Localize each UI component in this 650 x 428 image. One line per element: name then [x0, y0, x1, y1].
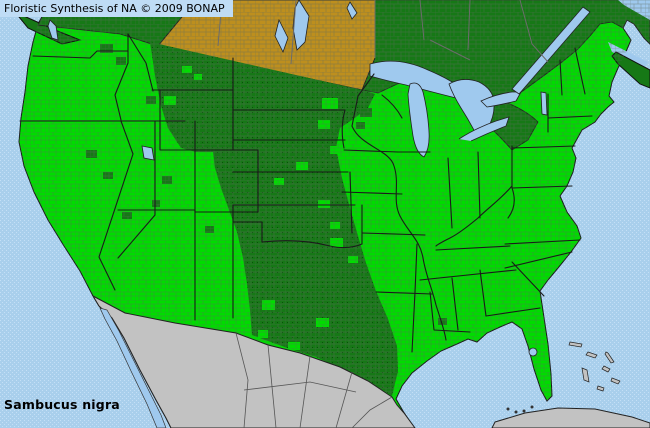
mexico-region: [91, 294, 416, 428]
cuba-region: [491, 407, 650, 428]
florida-keys: [506, 405, 534, 414]
puget-sound: [47, 19, 59, 41]
bahamas-islands: [568, 341, 621, 392]
great-lakes: [47, 0, 591, 357]
canada-province-borders: [217, 0, 549, 65]
state-borders: [19, 33, 593, 353]
great-salt-lake: [141, 145, 155, 161]
map-title: Floristic Synthesis of NA © 2009 BONAP: [4, 2, 225, 15]
lake-erie: [458, 116, 510, 142]
lake-michigan: [407, 82, 430, 158]
species-label: Sambucus nigra: [4, 397, 120, 412]
lake-okeechobee: [528, 347, 538, 357]
lake-ontario: [480, 91, 522, 108]
lake-of-the-woods: [346, 1, 358, 20]
title-bar: Floristic Synthesis of NA © 2009 BONAP: [0, 0, 233, 17]
sea-of-cortez: [99, 307, 167, 428]
st-lawrence-river: [511, 6, 591, 95]
lake-huron: [448, 79, 495, 137]
lake-champlain: [540, 91, 548, 116]
mexico-state-borders: [235, 332, 393, 428]
lake-manitoba: [274, 18, 289, 54]
